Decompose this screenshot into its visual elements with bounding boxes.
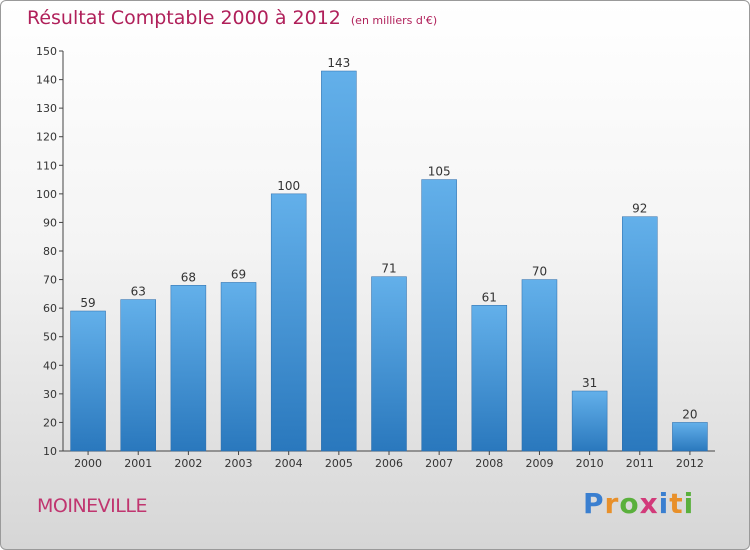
logo-letter: t <box>669 487 684 520</box>
bars <box>70 70 708 452</box>
value-label-2003: 69 <box>231 267 246 281</box>
y-tick-label: 90 <box>43 216 57 229</box>
y-tick-label: 150 <box>36 45 57 58</box>
value-label-2005: 143 <box>327 56 350 70</box>
value-label-2011: 92 <box>632 202 647 216</box>
bar-2005 <box>321 70 357 452</box>
x-tick-label-2008: 2008 <box>475 457 503 470</box>
x-tick-label-2009: 2009 <box>525 457 553 470</box>
bar-2007 <box>421 179 457 452</box>
x-tick-label-2002: 2002 <box>174 457 202 470</box>
y-tick-label: 130 <box>36 102 57 115</box>
bar-2011 <box>622 216 658 452</box>
title-row: Résultat Comptable 2000 à 2012 (en millie… <box>27 7 437 29</box>
x-tick-label-2000: 2000 <box>74 457 102 470</box>
value-label-2007: 105 <box>428 165 451 179</box>
x-tick-label-2005: 2005 <box>325 457 353 470</box>
value-label-2001: 63 <box>131 285 146 299</box>
value-label-2009: 70 <box>532 265 547 279</box>
value-label-2010: 31 <box>582 376 597 390</box>
y-tick-label: 40 <box>43 359 57 372</box>
bar-2006 <box>371 276 407 452</box>
y-tick-label: 60 <box>43 302 57 315</box>
value-label-2008: 61 <box>482 290 497 304</box>
bar-2001 <box>120 299 156 452</box>
y-tick-label: 140 <box>36 74 57 87</box>
logo-letter: r <box>604 487 620 520</box>
logo-letter: o <box>619 487 640 520</box>
value-label-2000: 59 <box>80 296 95 310</box>
y-tick-label: 100 <box>36 188 57 201</box>
chart-subtitle: (en milliers d'€) <box>350 14 438 27</box>
value-label-2006: 71 <box>381 262 396 276</box>
logo-letter: i <box>658 487 670 520</box>
value-label-2012: 20 <box>682 407 697 421</box>
value-label-2002: 68 <box>181 270 196 284</box>
chart-title: Résultat Comptable 2000 à 2012 <box>27 7 341 29</box>
y-tick-label: 70 <box>43 274 57 287</box>
y-tick-label: 80 <box>43 245 57 258</box>
bar-2003 <box>220 282 257 452</box>
y-tick-label: 110 <box>36 159 57 172</box>
x-tick-label-2001: 2001 <box>124 457 152 470</box>
x-tick-label-2007: 2007 <box>425 457 453 470</box>
bar-2009 <box>521 279 558 452</box>
bar-2010 <box>571 390 608 452</box>
labels: 59 2000 63 2001 68 2002 69 2003 100 2004 143 2005 71… <box>74 56 704 470</box>
x-tick-label-2003: 2003 <box>225 457 253 470</box>
y-tick-label: 30 <box>43 388 57 401</box>
y-tick-label: 10 <box>43 445 57 458</box>
logo-letter: i <box>683 487 695 520</box>
bar-2002 <box>170 285 207 452</box>
proxiti-logo: Proxiti <box>583 487 694 520</box>
y-tick-label: 50 <box>43 331 57 344</box>
value-label-2004: 100 <box>277 179 300 193</box>
x-tick-label-2004: 2004 <box>275 457 303 470</box>
x-tick-label-2010: 2010 <box>576 457 604 470</box>
logo-letter: x <box>639 487 659 520</box>
x-tick-label-2011: 2011 <box>626 457 654 470</box>
x-tick-label-2012: 2012 <box>676 457 704 470</box>
x-tick-label-2006: 2006 <box>375 457 403 470</box>
bar-2004 <box>270 193 307 452</box>
logo-letter: P <box>583 487 605 520</box>
bar-2000 <box>70 310 106 452</box>
bar-2012 <box>672 422 708 452</box>
y-tick-label: 120 <box>36 131 57 144</box>
y-tick-label: 20 <box>43 416 57 429</box>
commune-name: MOINEVILLE <box>37 495 147 517</box>
bar-2008 <box>471 305 508 452</box>
